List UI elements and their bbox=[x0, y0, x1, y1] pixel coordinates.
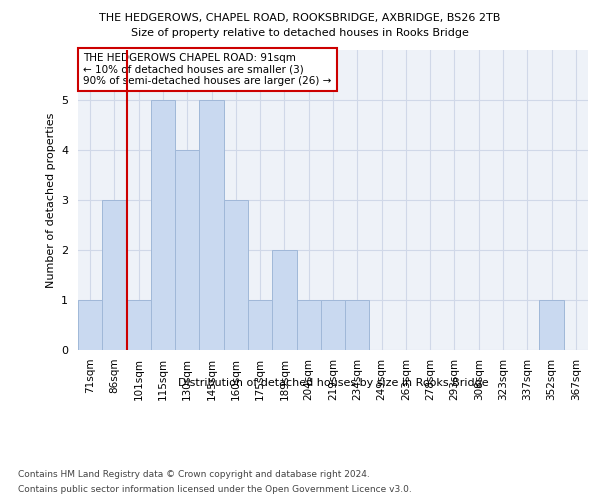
Bar bbox=[248, 300, 272, 350]
Bar bbox=[175, 150, 199, 350]
Text: Contains public sector information licensed under the Open Government Licence v3: Contains public sector information licen… bbox=[18, 485, 412, 494]
Bar bbox=[199, 100, 224, 350]
Text: Distribution of detached houses by size in Rooks Bridge: Distribution of detached houses by size … bbox=[178, 378, 488, 388]
Text: Contains HM Land Registry data © Crown copyright and database right 2024.: Contains HM Land Registry data © Crown c… bbox=[18, 470, 370, 479]
Text: THE HEDGEROWS, CHAPEL ROAD, ROOKSBRIDGE, AXBRIDGE, BS26 2TB: THE HEDGEROWS, CHAPEL ROAD, ROOKSBRIDGE,… bbox=[100, 12, 500, 22]
Bar bbox=[345, 300, 370, 350]
Bar bbox=[151, 100, 175, 350]
Text: Size of property relative to detached houses in Rooks Bridge: Size of property relative to detached ho… bbox=[131, 28, 469, 38]
Bar bbox=[539, 300, 564, 350]
Bar bbox=[102, 200, 127, 350]
Bar bbox=[296, 300, 321, 350]
Y-axis label: Number of detached properties: Number of detached properties bbox=[46, 112, 56, 288]
Bar bbox=[272, 250, 296, 350]
Bar bbox=[321, 300, 345, 350]
Text: THE HEDGEROWS CHAPEL ROAD: 91sqm
← 10% of detached houses are smaller (3)
90% of: THE HEDGEROWS CHAPEL ROAD: 91sqm ← 10% o… bbox=[83, 53, 331, 86]
Bar bbox=[78, 300, 102, 350]
Bar bbox=[127, 300, 151, 350]
Bar bbox=[224, 200, 248, 350]
